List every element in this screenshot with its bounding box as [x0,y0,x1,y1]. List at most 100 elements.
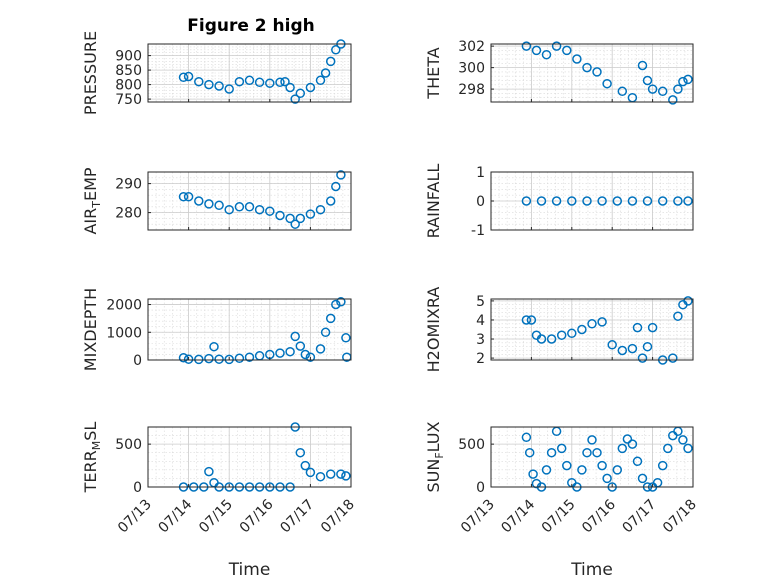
subplot-theta: 298 300 302 THETA [424,39,694,105]
data-point [183,354,194,364]
data-point [531,45,542,56]
data-point [183,191,194,202]
data-point [234,353,245,364]
data-point [300,349,311,360]
axes-box [147,426,352,488]
data-point [234,76,245,87]
data-point [295,213,306,224]
data-point [617,86,628,97]
data-point [546,447,557,458]
data-point [592,67,602,77]
data-point [305,352,316,362]
subplot-h2omixra: 2 3 4 5 H2OMIXRA [424,287,694,373]
y-axis-label: MIXDEPTH [81,288,100,371]
data-point [607,340,617,350]
data-point [341,333,351,343]
data-point [234,202,245,212]
data-point [657,460,668,471]
axes-background [491,299,693,360]
data-markers [178,39,346,104]
axes-box [490,298,694,361]
data-point [295,88,306,99]
data-point [285,346,295,357]
data-point [673,311,683,321]
data-point [582,196,592,206]
data-point [305,82,316,93]
data-point [683,296,693,306]
data-point [668,95,678,105]
data-point [528,469,538,479]
data-point [521,196,532,206]
data-point [546,334,557,344]
data-point [331,181,341,192]
subplot-mixdepth: 0 1000 2000 MIXDEPTH [81,288,352,371]
x-axis-label: Time [570,560,613,580]
data-point [285,82,295,93]
data-point [657,196,668,206]
y-tick-label: 302 [458,39,485,55]
data-point [194,196,204,206]
data-point [683,443,693,454]
y-tick-label: -1 [471,223,485,239]
data-point [577,465,587,475]
data-point [305,467,316,478]
data-point [341,471,351,481]
subplot-rainfall: -1 0 1 RAINFALL [424,164,694,239]
data-point [280,76,290,87]
data-point [597,460,607,471]
data-point [254,204,265,215]
data-point [209,341,219,352]
data-point [285,213,295,224]
data-point [642,75,653,86]
y-axis-label: TERRMSL [81,422,103,494]
y-tick-label: 3 [476,332,485,348]
data-point [315,344,326,354]
axes-background [491,427,693,487]
data-markers [521,41,693,105]
data-point [315,471,326,482]
data-point [597,196,607,206]
data-point [305,209,316,219]
axes-box [147,171,352,231]
data-point [325,56,336,67]
x-axis-label: Time [228,560,271,580]
data-point [214,354,224,364]
data-point [183,71,194,82]
y-tick-label: 0 [133,480,142,496]
data-point [612,196,623,206]
data-point [275,210,285,221]
data-point [551,196,562,206]
y-tick-label: 300 [458,61,485,77]
data-point [325,196,336,206]
data-point [315,75,326,86]
data-point [647,322,658,333]
data-point [612,465,623,475]
y-tick-label: 0 [476,480,485,496]
data-point [622,434,633,444]
y-axis-label: H2OMIXRA [424,287,443,373]
data-point [562,45,572,56]
data-point [536,196,547,206]
data-point [657,86,668,97]
data-point [336,469,346,479]
y-tick-label: 500 [458,437,485,453]
data-point [325,313,336,324]
y-tick-label: 280 [115,206,142,222]
data-point [320,68,331,78]
data-point [617,443,628,454]
data-point [587,435,597,445]
y-tick-label: 298 [458,82,485,98]
data-point [556,330,567,340]
data-point [551,41,562,51]
axes-background [148,427,351,487]
axes-box [147,298,352,361]
data-point [521,432,532,443]
data-point [320,327,331,338]
data-point [637,473,648,484]
axes-box [490,43,694,103]
data-point [204,199,214,209]
y-tick-label: 0 [133,353,142,369]
data-markers [521,196,693,206]
data-point [632,456,643,467]
